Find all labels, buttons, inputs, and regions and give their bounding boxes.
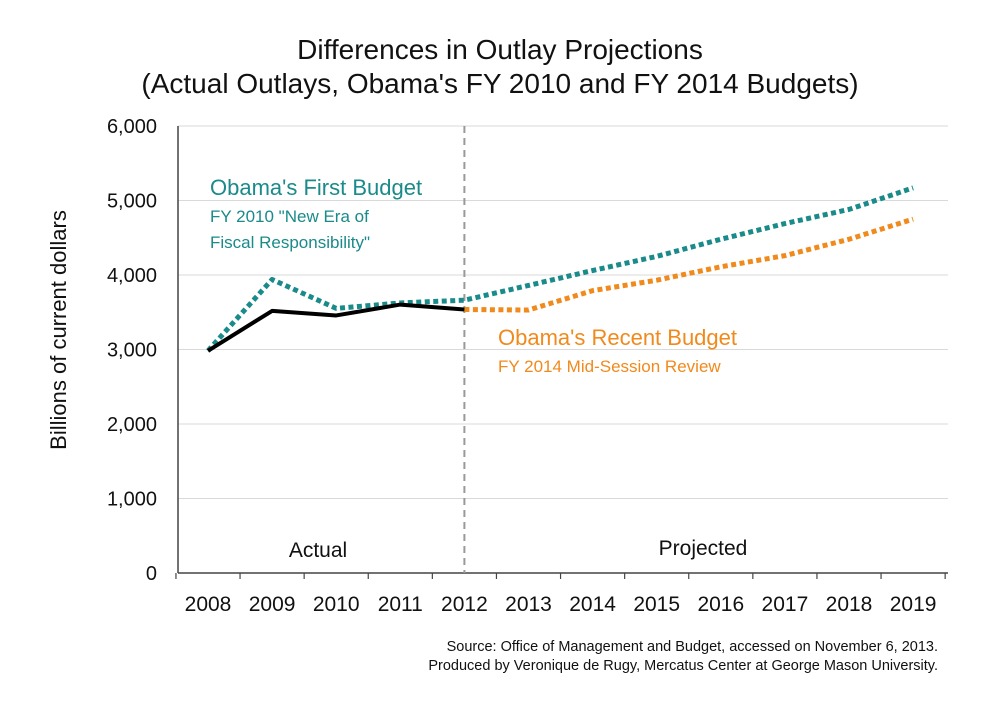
x-tick-label: 2010 — [313, 593, 360, 616]
region-label-projected: Projected — [659, 537, 748, 560]
x-tick-label: 2014 — [569, 593, 616, 616]
x-tick-label: 2013 — [505, 593, 552, 616]
y-tick-label: 4,000 — [107, 265, 157, 287]
x-tick-label: 2015 — [633, 593, 680, 616]
series-line-actual — [206, 302, 465, 353]
series-sublabel-recent-budget: FY 2014 Mid-Session Review — [498, 357, 721, 376]
x-tick-label: 2019 — [890, 593, 937, 616]
y-tick-label: 3,000 — [107, 340, 157, 362]
region-label-actual: Actual — [289, 539, 347, 562]
y-axis-label: Billions of current dollars — [46, 210, 71, 450]
series-line-first — [206, 185, 914, 353]
series-label-recent-budget: Obama's Recent Budget — [498, 325, 737, 350]
x-tick-label: 2011 — [378, 593, 423, 616]
x-tick-label: 2016 — [697, 593, 744, 616]
series-line-recent — [464, 216, 914, 313]
y-tick-label: 5,000 — [107, 191, 157, 213]
series-sublabel-first-budget: Fiscal Responsibility" — [210, 233, 370, 252]
x-tick-label: 2008 — [185, 593, 232, 616]
chart-title: Differences in Outlay Projections — [297, 34, 703, 65]
series-sublabel-first-budget: FY 2010 "New Era of — [210, 207, 369, 226]
y-tick-label: 2,000 — [107, 414, 157, 436]
source-note: Source: Office of Management and Budget,… — [428, 638, 938, 676]
x-tick-label: 2017 — [762, 593, 809, 616]
y-tick-label: 1,000 — [107, 489, 157, 511]
y-tick-label: 0 — [146, 563, 157, 585]
chart-subtitle: (Actual Outlays, Obama's FY 2010 and FY … — [141, 68, 859, 99]
series-label-first-budget: Obama's First Budget — [210, 175, 422, 200]
y-tick-label: 6,000 — [107, 116, 157, 138]
x-tick-label: 2012 — [441, 593, 488, 616]
x-tick-label: 2018 — [826, 593, 873, 616]
x-tick-label: 2009 — [249, 593, 296, 616]
source-line: Source: Office of Management and Budget,… — [446, 639, 938, 655]
credit-line: Produced by Veronique de Rugy, Mercatus … — [428, 658, 938, 674]
